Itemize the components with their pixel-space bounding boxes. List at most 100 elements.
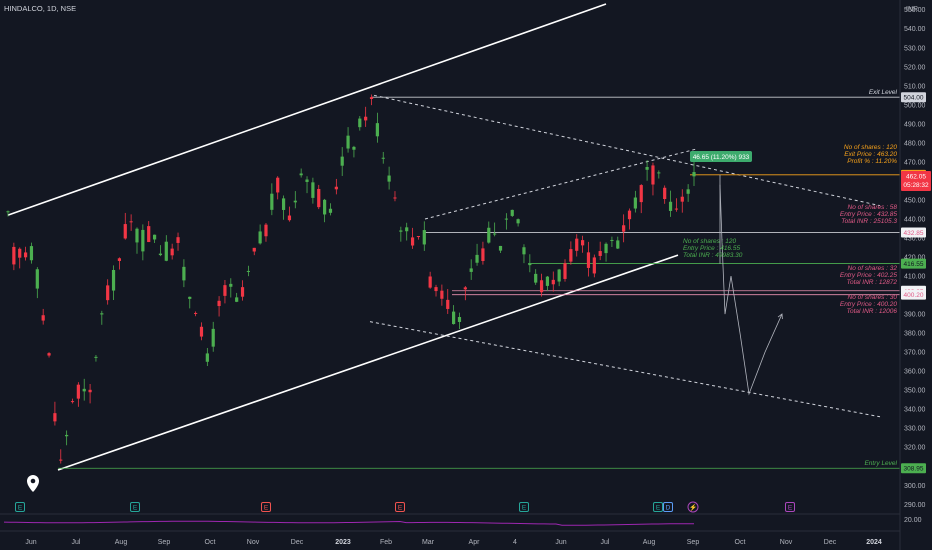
event-marker[interactable]: D bbox=[663, 502, 673, 512]
earnings-icon bbox=[261, 502, 271, 512]
time-tick-label: 2023 bbox=[335, 539, 351, 546]
candle-body bbox=[217, 300, 221, 307]
candle-body bbox=[264, 224, 268, 237]
trade-note-line: No of shares : 32 bbox=[848, 265, 898, 272]
candle-body bbox=[246, 270, 250, 272]
candle-body bbox=[563, 263, 567, 279]
trade-note-line: Total INR : 12006 bbox=[847, 308, 898, 315]
candle-body bbox=[534, 273, 538, 283]
projection-path[interactable] bbox=[719, 174, 783, 396]
candle-body bbox=[610, 239, 614, 241]
candle-body bbox=[47, 353, 51, 356]
event-marker[interactable]: ⚡ bbox=[687, 501, 699, 513]
event-marker[interactable]: E bbox=[395, 502, 405, 512]
candle-body bbox=[387, 175, 391, 182]
event-marker[interactable]: E bbox=[653, 502, 663, 512]
candle-body bbox=[410, 237, 415, 246]
indicator-pane bbox=[3, 520, 694, 526]
candle-body bbox=[663, 187, 667, 200]
trade-note-line: No of shares : 30 bbox=[848, 294, 898, 301]
candle-body bbox=[575, 238, 579, 251]
price-tick-label: 350.00 bbox=[904, 388, 926, 395]
candle-body bbox=[475, 254, 479, 263]
candle-body bbox=[199, 326, 204, 337]
price-tick-label: 540.00 bbox=[904, 26, 926, 33]
candle-body bbox=[59, 459, 63, 461]
candle-body bbox=[76, 384, 80, 399]
candle-body bbox=[147, 226, 151, 243]
trade-note-line: Total INR : 49983.30 bbox=[683, 252, 743, 259]
price-tick-label: 480.00 bbox=[904, 140, 926, 147]
event-marker[interactable]: E bbox=[130, 502, 140, 512]
trade-note-line: Profit % : 11.20% bbox=[847, 158, 897, 165]
candle-body bbox=[522, 247, 526, 255]
candle-body bbox=[680, 196, 684, 202]
price-tick-label: 490.00 bbox=[904, 121, 926, 128]
candle-body bbox=[164, 241, 168, 261]
candle-body bbox=[616, 240, 620, 249]
candle-body bbox=[598, 251, 602, 256]
candle-body bbox=[364, 116, 368, 121]
candle-body bbox=[580, 240, 585, 246]
dashed-trend-line bbox=[373, 94, 881, 207]
candle-body bbox=[270, 193, 274, 210]
candle-body bbox=[622, 225, 626, 232]
price-tag: 504.00 bbox=[904, 95, 924, 102]
symbol-title: HINDALCO, 1D, NSE bbox=[4, 4, 76, 13]
candle-body bbox=[323, 199, 327, 215]
candle-body bbox=[235, 297, 239, 302]
horizontal-levels[interactable]: Exit Level Entry Level bbox=[58, 89, 900, 469]
candle-body bbox=[41, 315, 45, 321]
earnings-icon bbox=[653, 502, 663, 512]
earnings-icon bbox=[15, 502, 25, 512]
candle-body bbox=[428, 276, 432, 288]
time-tick-label: Jun bbox=[25, 539, 36, 546]
event-marker[interactable]: E bbox=[261, 502, 271, 512]
candle-body bbox=[100, 313, 104, 315]
event-marker-label: ⚡ bbox=[689, 504, 697, 512]
price-tag-bg bbox=[901, 227, 926, 238]
candle-body bbox=[152, 234, 157, 240]
candle-body bbox=[299, 173, 303, 176]
measure-label-overlay bbox=[690, 151, 752, 162]
price-tick-label: 530.00 bbox=[904, 45, 926, 52]
price-tick-label: 330.00 bbox=[904, 426, 926, 433]
event-marker[interactable]: E bbox=[785, 502, 795, 512]
event-markers[interactable]: E E E E E E D ⚡ E bbox=[15, 501, 795, 513]
price-tag-bg bbox=[901, 289, 926, 300]
candle-body bbox=[287, 215, 292, 221]
price-tag-bg bbox=[901, 463, 926, 474]
candle-body bbox=[328, 208, 333, 213]
candle-body bbox=[346, 135, 350, 149]
candle-body bbox=[639, 185, 643, 203]
candle-body bbox=[604, 243, 608, 254]
candle-body bbox=[399, 230, 403, 232]
indicator-line bbox=[3, 520, 694, 526]
event-marker[interactable]: E bbox=[519, 502, 529, 512]
price-tick-label: 500.00 bbox=[904, 102, 926, 109]
price-tick-label: 550.00 bbox=[904, 7, 926, 14]
candle-body bbox=[375, 123, 379, 137]
candle-body bbox=[405, 227, 409, 232]
candle-body bbox=[627, 210, 632, 220]
map-pin-icon[interactable] bbox=[27, 475, 39, 492]
candle-body bbox=[211, 328, 215, 347]
candle-body bbox=[305, 179, 309, 182]
candle-body bbox=[240, 287, 245, 297]
trade-note-line: Entry Price : 400.20 bbox=[840, 301, 897, 308]
price-axis[interactable]: 290.00300.00310.00320.00330.00340.00350.… bbox=[899, 0, 926, 550]
measure-tool[interactable]: 46.65 (11.20%) 933 bbox=[690, 151, 752, 162]
candle-body bbox=[557, 269, 561, 282]
price-tags: 504.00463.20432.85416.55402.25400.20308.… bbox=[901, 92, 931, 474]
time-tick-label: Dec bbox=[291, 539, 304, 546]
time-axis[interactable]: Jun Jul Aug Sep Oct Nov Dec 2023 Feb Mar Apr 4 Jun Ju… bbox=[25, 539, 882, 546]
event-marker[interactable]: E bbox=[15, 502, 25, 512]
event-marker-label: D bbox=[666, 505, 671, 512]
candle-body bbox=[141, 229, 145, 252]
current-price-tag-bg bbox=[901, 171, 931, 192]
price-tag-bg bbox=[901, 92, 926, 103]
time-tick-label: Feb bbox=[380, 539, 392, 546]
candle-body bbox=[487, 227, 491, 243]
